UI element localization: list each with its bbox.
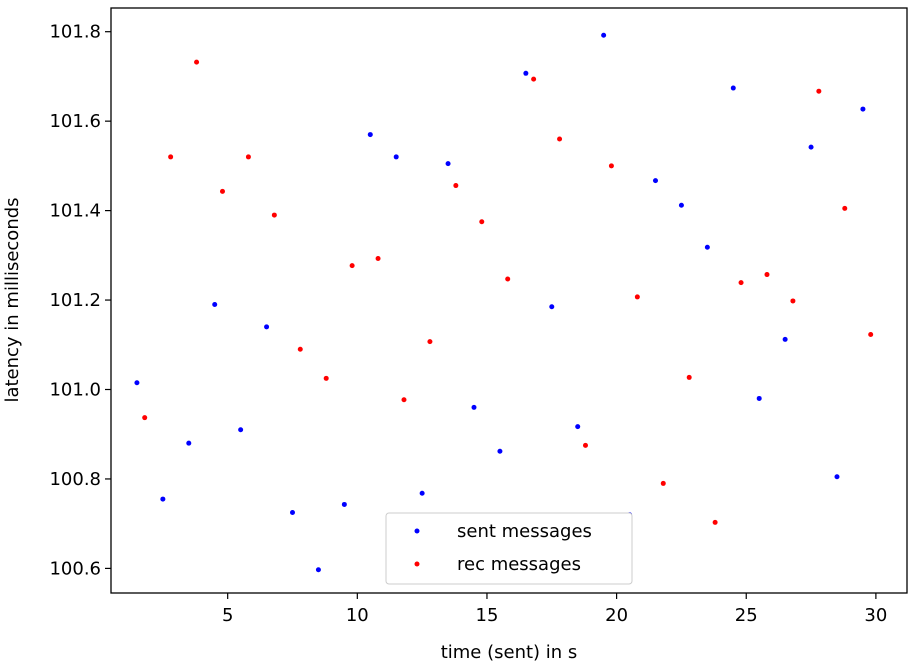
point-rec-messages — [168, 154, 174, 160]
y-tick-label: 100.6 — [49, 558, 101, 579]
x-tick-label: 5 — [222, 605, 233, 626]
point-sent-messages — [860, 106, 866, 112]
point-sent-messages — [134, 380, 140, 386]
points-layer — [134, 32, 874, 573]
point-rec-messages — [401, 397, 407, 403]
legend-marker-sent-messages — [414, 528, 420, 534]
point-sent-messages — [160, 496, 166, 502]
y-tick-label: 100.8 — [49, 469, 101, 490]
point-sent-messages — [730, 85, 736, 91]
point-rec-messages — [375, 255, 381, 261]
point-rec-messages — [764, 272, 770, 278]
point-sent-messages — [678, 202, 684, 208]
y-tick-label: 101.6 — [49, 111, 101, 132]
point-sent-messages — [341, 501, 347, 507]
legend-box — [385, 512, 633, 585]
point-sent-messages — [445, 161, 451, 167]
point-sent-messages — [523, 70, 529, 76]
point-sent-messages — [289, 509, 295, 515]
x-tick-label: 20 — [605, 605, 628, 626]
point-rec-messages — [660, 480, 666, 486]
x-tick-label: 30 — [864, 605, 887, 626]
tick-layer: 5 10 15 20 25 30 100.6 100.8 101.0 101.2 101.4 101.… — [49, 22, 887, 626]
point-rec-messages — [686, 374, 692, 380]
point-sent-messages — [212, 302, 218, 308]
legend-label-sent-messages: sent messages — [457, 521, 592, 542]
point-sent-messages — [704, 244, 710, 250]
point-rec-messages — [557, 136, 563, 142]
point-rec-messages — [738, 280, 744, 286]
point-rec-messages — [349, 263, 355, 269]
point-sent-messages — [367, 132, 373, 138]
plot-frame — [110, 7, 908, 594]
y-tick-label: 101.0 — [49, 380, 101, 401]
point-rec-messages — [582, 442, 588, 448]
point-rec-messages — [505, 276, 511, 282]
y-axis-label: latency in milliseconds — [2, 197, 23, 402]
x-tick-label: 15 — [476, 605, 499, 626]
point-rec-messages — [323, 375, 329, 381]
point-rec-messages — [531, 76, 537, 82]
point-rec-messages — [245, 154, 251, 160]
point-rec-messages — [297, 346, 303, 352]
point-sent-messages — [601, 32, 607, 38]
point-sent-messages — [471, 404, 477, 410]
point-rec-messages — [219, 188, 225, 194]
point-sent-messages — [575, 424, 581, 430]
point-sent-messages — [782, 336, 788, 342]
point-sent-messages — [393, 154, 399, 160]
point-rec-messages — [634, 294, 640, 300]
point-sent-messages — [808, 144, 814, 150]
point-rec-messages — [427, 339, 433, 345]
point-rec-messages — [194, 59, 200, 65]
point-sent-messages — [756, 395, 762, 401]
legend: sent messages rec messages — [385, 512, 633, 585]
point-rec-messages — [608, 163, 614, 169]
point-sent-messages — [652, 178, 658, 184]
point-sent-messages — [549, 304, 555, 310]
point-sent-messages — [186, 440, 192, 446]
point-rec-messages — [712, 519, 718, 525]
point-sent-messages — [419, 490, 425, 496]
point-rec-messages — [142, 415, 148, 421]
y-tick-label: 101.2 — [49, 290, 101, 311]
point-rec-messages — [271, 212, 277, 218]
x-tick-label: 10 — [346, 605, 369, 626]
y-tick-label: 101.4 — [49, 201, 101, 222]
point-rec-messages — [479, 219, 485, 225]
point-rec-messages — [868, 331, 874, 337]
point-rec-messages — [842, 205, 848, 211]
point-sent-messages — [315, 567, 321, 573]
point-sent-messages — [264, 324, 270, 330]
y-tick-label: 101.8 — [49, 22, 101, 43]
point-sent-messages — [497, 448, 503, 454]
point-rec-messages — [816, 88, 822, 94]
point-rec-messages — [453, 183, 459, 189]
x-axis-label: time (sent) in s — [441, 642, 578, 663]
point-sent-messages — [238, 427, 244, 433]
legend-marker-rec-messages — [414, 561, 420, 567]
x-tick-label: 25 — [735, 605, 758, 626]
point-rec-messages — [790, 298, 796, 304]
legend-label-rec-messages: rec messages — [457, 554, 581, 575]
point-sent-messages — [834, 474, 840, 480]
